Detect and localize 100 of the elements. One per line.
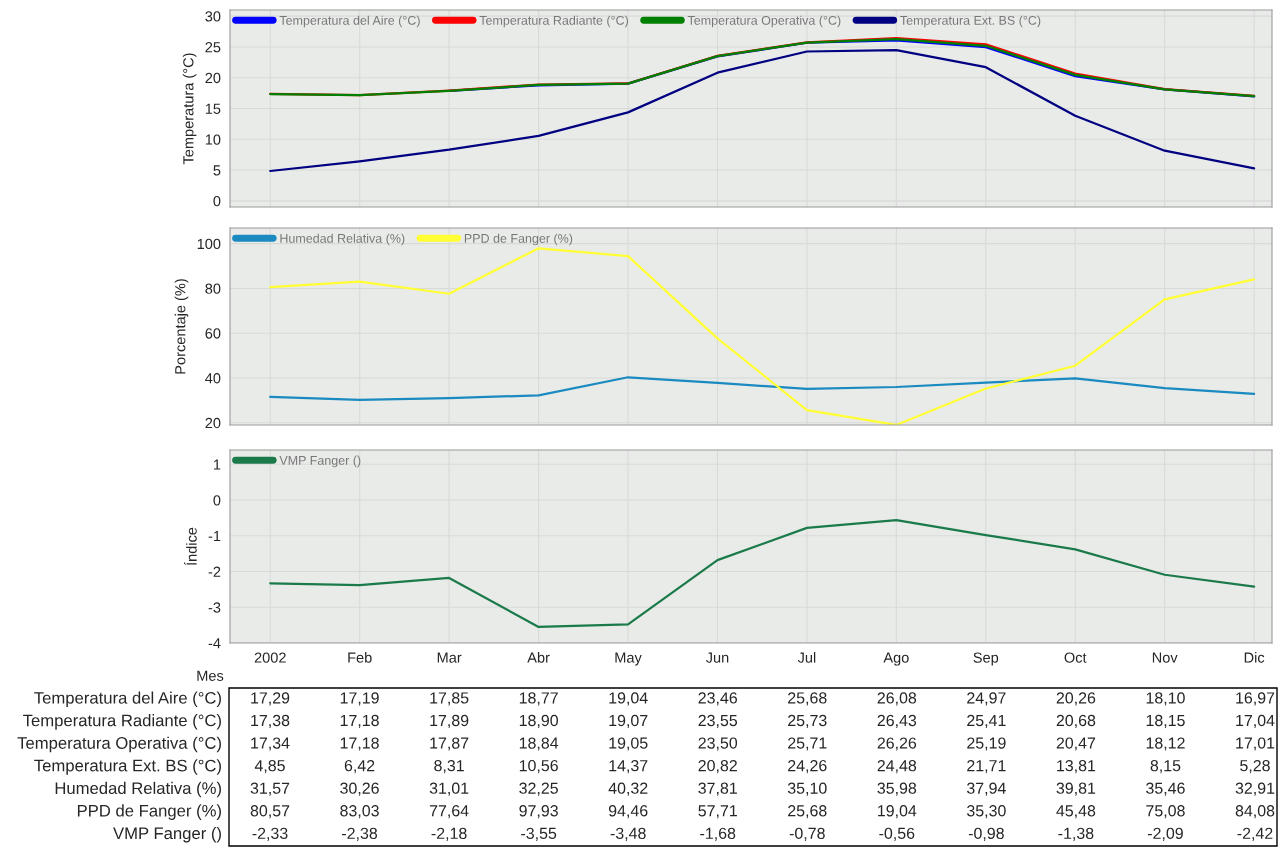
y-tick-label: 25: [205, 42, 221, 53]
data-label: -2,38: [342, 827, 378, 841]
data-label: 30,26: [340, 782, 379, 796]
line-series: [269, 49, 1256, 173]
y-tick-label: 40: [205, 373, 221, 384]
y-tick-label: -1: [208, 531, 221, 542]
data-label: 4,85: [254, 759, 285, 774]
data-label: 17,18: [340, 714, 379, 729]
data-label: 31,01: [429, 782, 469, 796]
data-label: 31,57: [250, 782, 290, 796]
data-label: 20,26: [1056, 692, 1096, 706]
legend-label: Temperatura Radiante (°C): [479, 15, 628, 28]
y-tick-label: 0: [213, 195, 221, 207]
data-label: 19,05: [609, 737, 648, 751]
y-tick-label: 15: [205, 103, 221, 114]
line-series: [269, 518, 1256, 629]
data-label: 20,47: [1056, 737, 1096, 751]
data-label: 45,48: [1056, 805, 1096, 819]
data-label: 21,71: [967, 759, 1006, 774]
data-label: 40,32: [608, 782, 648, 796]
text: Temperatura Ext. BS (°C): [34, 759, 221, 775]
text: PPD de Fanger (%): [77, 804, 221, 820]
data-label: 17,01: [1236, 737, 1275, 751]
data-label: 84,08: [1235, 805, 1275, 819]
data-label: -3,48: [610, 827, 646, 841]
data-label: 39,81: [1056, 782, 1096, 796]
data-label: 19,07: [609, 714, 648, 729]
data-label: 5,28: [1240, 759, 1270, 774]
data-label: 17,34: [251, 737, 290, 751]
data-label: 25,41: [967, 714, 1006, 729]
legend-label: Humedad Relativa (%): [280, 233, 405, 246]
data-label: 18,12: [1146, 737, 1185, 751]
data-label: 10,56: [519, 759, 558, 774]
data-label: 35,30: [966, 805, 1006, 819]
x-tick-label: Mar: [437, 652, 462, 663]
text: Humedad Relativa (%): [55, 781, 221, 798]
data-label: 8,15: [1150, 759, 1181, 774]
line-series: [269, 376, 1256, 401]
data-label: -2,42: [1237, 827, 1273, 841]
data-label: 17,38: [251, 714, 290, 729]
text: Temperatura Operativa (°C): [17, 736, 221, 753]
y-tick-label: 30: [205, 11, 221, 22]
data-label: 18,10: [1146, 692, 1185, 706]
data-label: -3,55: [521, 827, 557, 841]
data-label: 14,37: [609, 759, 648, 774]
data-label: 24,48: [877, 759, 917, 774]
x-tick-label: Oct: [1064, 652, 1087, 663]
text: Temperatura del Aire (°C): [34, 691, 221, 708]
legend-label: Temperatura del Aire (°C): [279, 15, 420, 28]
data-label: 17,89: [430, 714, 469, 729]
legend-label: VMP Fanger (): [279, 455, 361, 468]
data-label: 97,93: [519, 805, 558, 819]
data-label: 8,31: [434, 759, 464, 774]
data-label: 20,68: [1056, 714, 1096, 729]
y-tick-label: -4: [208, 638, 221, 649]
y-axis-title: Temperatura (°C): [182, 53, 197, 165]
data-label: 57,71: [698, 805, 737, 819]
data-label: 23,50: [698, 737, 738, 751]
data-label: 32,25: [519, 782, 558, 796]
data-label: 24,97: [967, 692, 1006, 706]
data-label: -0,78: [789, 827, 825, 841]
y-tick-label: 20: [205, 72, 221, 84]
data-label: 17,85: [430, 692, 469, 706]
data-label: 35,98: [877, 782, 917, 796]
x-tick-label: Dic: [1244, 652, 1265, 663]
data-label: 25,73: [788, 714, 827, 729]
y-tick-label: 20: [205, 417, 221, 429]
x-tick-label: Sep: [973, 652, 999, 666]
data-label: 6,42: [344, 759, 375, 774]
legend-label: PPD de Fanger (%): [464, 233, 573, 246]
x-axis-title: Mes: [197, 670, 224, 681]
y-tick-label: 1: [213, 459, 221, 470]
data-label: 26,26: [877, 737, 917, 751]
y-tick-label: 10: [205, 134, 221, 145]
text: 17,29: [251, 692, 290, 706]
data-label: -2,18: [431, 827, 467, 841]
data-label: 83,03: [340, 805, 379, 819]
data-label: 19,04: [609, 692, 648, 706]
data-label: 18,84: [519, 737, 559, 751]
data-label: 25,68: [788, 805, 827, 819]
y-tick-label: 60: [205, 328, 221, 339]
data-label: 18,77: [519, 692, 558, 706]
data-label: 94,46: [608, 805, 648, 819]
y-axis-title: Porcentaje (%): [174, 279, 189, 374]
data-label: 37,81: [698, 782, 737, 796]
line-series: [269, 247, 1256, 425]
data-label: 35,46: [1146, 782, 1185, 796]
data-label: 19,04: [878, 805, 917, 819]
legend-label: Temperatura Ext. BS (°C): [900, 15, 1041, 28]
x-tick-label: 2002: [254, 652, 286, 663]
data-label: 17,18: [340, 737, 379, 751]
data-label: -0,98: [968, 827, 1004, 841]
data-label: 25,71: [788, 737, 827, 751]
data-label: 80,57: [250, 805, 290, 819]
x-tick-label: Abr: [527, 652, 550, 663]
data-label: 17,87: [430, 737, 469, 751]
data-label: 35,10: [787, 782, 827, 796]
x-tick-label: Jun: [705, 652, 729, 663]
data-label: 23,46: [698, 692, 738, 706]
data-label: -0,56: [879, 827, 915, 841]
